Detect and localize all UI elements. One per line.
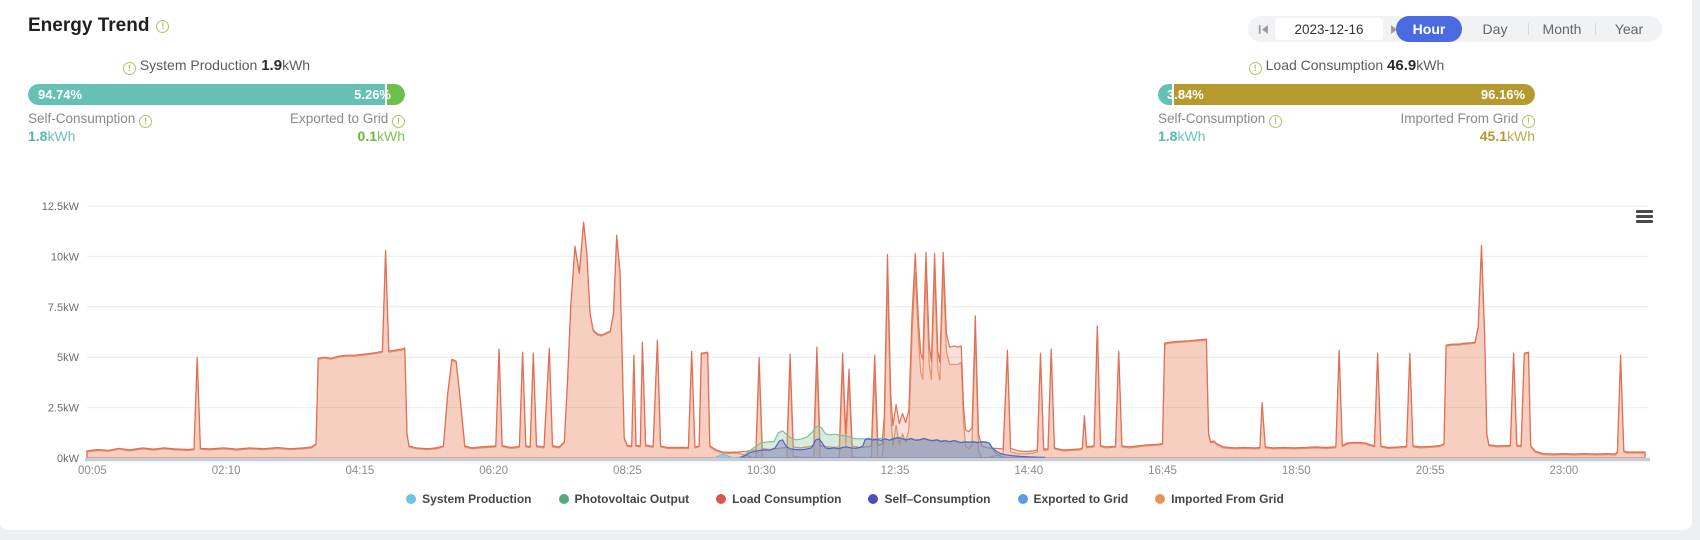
x-axis-tick-label: 16:45 xyxy=(1148,465,1177,477)
load-consumption-value: 46.9 xyxy=(1387,57,1417,74)
legend-dot xyxy=(406,494,417,504)
legend-dot xyxy=(1155,494,1166,504)
tab-month[interactable]: Month xyxy=(1542,21,1582,37)
system-production-info-icon[interactable]: ! xyxy=(122,62,136,75)
range-tab-group: Hour Day Month Year xyxy=(1396,16,1662,42)
self-consumption-info-icon[interactable]: ! xyxy=(139,115,153,128)
x-axis-tick-label: 14:40 xyxy=(1014,465,1043,477)
self-consumption-pct: 3.84% xyxy=(1167,87,1204,102)
x-axis-tick-label: 00:05 xyxy=(78,465,107,477)
x-axis-tick-label: 23:00 xyxy=(1549,465,1578,477)
page-title-text: Energy Trend xyxy=(28,15,150,36)
exported-segment xyxy=(387,84,405,105)
y-axis-tick-label: 10kW xyxy=(51,251,80,263)
legend-dot xyxy=(868,494,879,504)
x-axis-tick-label: 12:35 xyxy=(881,465,910,477)
legend-label: Imported From Grid xyxy=(1171,492,1284,506)
legend-label: Self–Consumption xyxy=(884,492,991,506)
legend-dot xyxy=(558,494,569,504)
title-info-icon[interactable]: ! xyxy=(156,19,170,33)
load-consumption-info-icon[interactable]: ! xyxy=(1248,62,1262,75)
skip-back-icon xyxy=(1258,24,1268,34)
x-axis-tick-label: 10:30 xyxy=(747,465,776,477)
load-consumption-area xyxy=(86,221,1646,459)
legend-item[interactable]: Photovoltaic Output xyxy=(558,492,690,506)
consumption-sub-labels: Self-Consumption ! Imported From Grid ! xyxy=(1158,111,1535,128)
load-consumption-label: Load Consumption xyxy=(1265,57,1384,73)
legend-item[interactable]: System Production xyxy=(406,492,532,506)
imported-value: 45.1kWh xyxy=(1479,128,1535,144)
system-production-unit: kWh xyxy=(282,57,311,73)
self-consumption-label: Self-Consumption ! xyxy=(1158,111,1283,128)
self-consumption-value: 1.8kWh xyxy=(1158,128,1206,144)
system-production-label: System Production xyxy=(139,57,258,73)
self-consumption-segment xyxy=(1158,84,1173,105)
x-axis-tick-label: 18:50 xyxy=(1282,465,1311,477)
tab-day[interactable]: Day xyxy=(1482,21,1508,37)
production-ratio-bar xyxy=(28,84,405,105)
self-consumption-segment xyxy=(28,84,386,105)
imported-segment xyxy=(1174,84,1535,105)
energy-trend-chart[interactable]: 0kW 2.5kW 5kW 7.5kW 10kW 12.5kW 00:05 02:10 04:1… xyxy=(0,182,1690,482)
load-consumption-header: ! Load Consumption 46.9kWh xyxy=(1158,57,1535,75)
y-axis-tick-label: 0kW xyxy=(57,453,80,465)
previous-day-button[interactable] xyxy=(1255,21,1271,37)
imported-pct: 96.16% xyxy=(1480,87,1525,102)
tab-divider xyxy=(1595,23,1596,35)
chart-legend: System Production Photovoltaic Output Load… xyxy=(0,492,1690,506)
x-axis-tick-label: 20:55 xyxy=(1416,465,1445,477)
legend-item[interactable]: Load Consumption xyxy=(716,492,841,506)
legend-label: System Production xyxy=(422,492,532,506)
self-consumption-label: Self-Consumption ! xyxy=(28,111,153,128)
chart-canvas: 0kW 2.5kW 5kW 7.5kW 10kW 12.5kW 00:05 02:10 04:1… xyxy=(42,201,1650,477)
legend-label: Photovoltaic Output xyxy=(574,492,690,506)
self-consumption-info-icon[interactable]: ! xyxy=(1269,115,1283,128)
load-consumption-unit: kWh xyxy=(1416,57,1445,73)
system-production-header: ! System Production 1.9kWh xyxy=(28,57,405,75)
y-axis-tick-label: 5kW xyxy=(57,352,80,364)
energy-trend-card: Energy Trend ! 2023-12-16 Hour Day Month… xyxy=(0,0,1692,530)
production-sub-labels: Self-Consumption ! Exported to Grid ! xyxy=(28,111,405,128)
legend-item[interactable]: Self–Consumption xyxy=(868,492,991,506)
legend-dot xyxy=(1017,494,1028,504)
imported-info-icon[interactable]: ! xyxy=(1522,115,1535,128)
y-axis-tick-label: 2.5kW xyxy=(48,403,80,415)
y-axis-tick-label: 12.5kW xyxy=(42,201,80,213)
production-sub-values: 1.8kWh 0.1kWh xyxy=(28,128,405,144)
legend-dot xyxy=(716,494,727,504)
exported-to-grid-label: Exported to Grid ! xyxy=(290,111,405,128)
tab-divider xyxy=(1528,23,1529,35)
imported-from-grid-label: Imported From Grid ! xyxy=(1400,111,1535,128)
date-value[interactable]: 2023-12-16 xyxy=(1275,18,1383,40)
tab-year[interactable]: Year xyxy=(1614,21,1644,37)
system-production-value: 1.9 xyxy=(261,57,283,74)
legend-label: Exported to Grid xyxy=(1033,492,1129,506)
x-axis-tick-label: 08:25 xyxy=(613,465,642,477)
x-axis-tick-label: 02:10 xyxy=(212,465,241,477)
self-consumption-pct: 94.74% xyxy=(38,87,83,102)
tab-hour[interactable]: Hour xyxy=(1396,16,1462,42)
consumption-ratio-bar xyxy=(1158,84,1535,105)
x-axis-tick-label: 04:15 xyxy=(346,465,375,477)
legend-label: Load Consumption xyxy=(732,492,842,506)
exported-pct: 5.26% xyxy=(354,87,391,102)
exported-info-icon[interactable]: ! xyxy=(392,115,405,128)
legend-item[interactable]: Imported From Grid xyxy=(1155,492,1284,506)
self-consumption-area xyxy=(739,437,1046,459)
date-picker: 2023-12-16 xyxy=(1248,16,1410,42)
exported-value: 0.1kWh xyxy=(357,128,405,144)
y-axis-tick-label: 7.5kW xyxy=(48,302,80,314)
chart-menu-icon[interactable] xyxy=(1636,210,1653,225)
page-title: Energy Trend ! xyxy=(28,15,170,37)
legend-item[interactable]: Exported to Grid xyxy=(1017,492,1129,506)
x-axis-tick-label: 06:20 xyxy=(479,465,508,477)
consumption-sub-values: 1.8kWh 45.1kWh xyxy=(1158,128,1535,144)
self-consumption-value: 1.8kWh xyxy=(28,128,76,144)
